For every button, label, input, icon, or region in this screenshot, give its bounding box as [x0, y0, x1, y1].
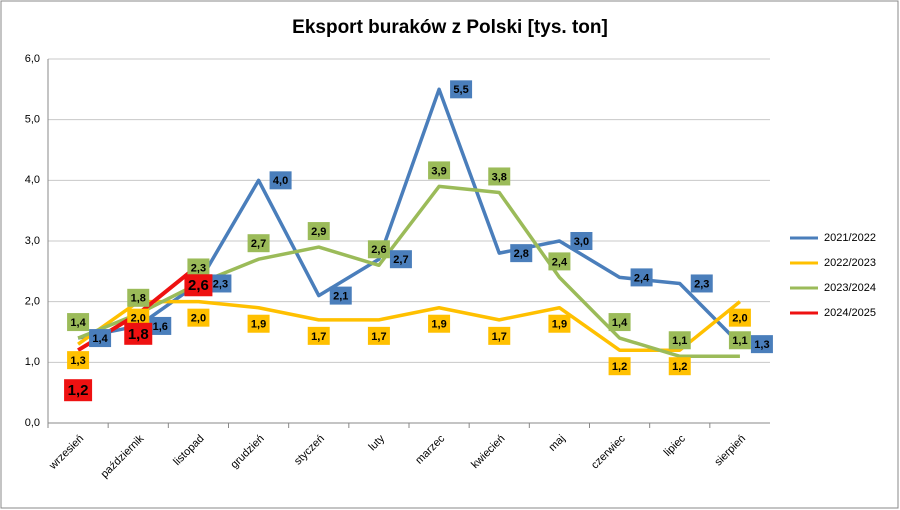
value-label: 2,4: [634, 272, 650, 284]
legend-label: 2023/2024: [824, 282, 876, 294]
value-label: 1,7: [492, 331, 507, 343]
value-label-box: [367, 326, 390, 345]
value-label: 1,9: [431, 319, 446, 331]
y-tick-label: 4,0: [25, 174, 40, 186]
value-label-box: [630, 268, 653, 287]
y-tick-label: 2,0: [25, 296, 40, 308]
value-label-box: [750, 335, 773, 354]
value-label: 1,9: [251, 319, 266, 331]
value-label-box: [668, 331, 691, 350]
value-label-box: [389, 250, 412, 269]
value-label: 1,2: [68, 382, 89, 399]
value-label: 2,1: [333, 291, 348, 303]
value-label: 2,0: [131, 313, 146, 325]
value-label: 1,9: [552, 319, 567, 331]
value-label-box: [728, 308, 751, 327]
value-label: 2,6: [188, 277, 209, 294]
legend-label: 2024/2025: [824, 307, 876, 319]
value-label: 3,0: [574, 236, 589, 248]
value-label-box: [367, 240, 390, 259]
value-label-box: [67, 313, 90, 332]
value-label: 1,4: [612, 317, 628, 329]
value-label: 1,7: [371, 331, 386, 343]
value-label-box: [307, 222, 330, 241]
value-label-box: [570, 232, 593, 250]
value-label-box: [187, 258, 210, 277]
value-label: 1,4: [92, 333, 108, 345]
y-tick-label: 6,0: [25, 53, 40, 65]
value-label: 1,8: [128, 326, 149, 343]
value-label: 2,7: [251, 238, 266, 250]
value-label-box: [608, 357, 631, 376]
value-label: 2,0: [191, 313, 206, 325]
value-label-box: [668, 357, 691, 376]
value-label-box: [450, 80, 473, 99]
value-label-box: [127, 308, 150, 327]
value-label-box: [329, 286, 352, 305]
value-label-box: [307, 326, 330, 345]
value-label-box: [548, 314, 571, 333]
value-label-box: [428, 314, 451, 333]
value-label: 1,3: [70, 355, 85, 367]
value-label: 2,9: [311, 226, 326, 238]
value-label: 2,8: [514, 248, 529, 260]
value-label-box: [187, 308, 210, 327]
value-label-box: [149, 316, 172, 335]
legend-label: 2022/2023: [824, 257, 876, 269]
value-label: 1,8: [131, 293, 146, 305]
value-label: 4,0: [273, 175, 288, 187]
value-label: 2,3: [191, 262, 206, 274]
value-label-box: [510, 244, 533, 263]
value-label-box: [127, 288, 150, 307]
value-label-box: [64, 379, 93, 402]
value-label: 1,1: [672, 335, 687, 347]
chart-title: Eksport buraków z Polski [tys. ton]: [292, 17, 608, 38]
value-label: 1,3: [754, 339, 769, 351]
value-label-box: [728, 331, 751, 350]
value-label: 3,8: [492, 171, 507, 183]
value-label-box: [488, 326, 511, 345]
value-label: 1,2: [672, 361, 687, 373]
value-label-box: [428, 161, 451, 180]
value-label: 3,9: [431, 165, 446, 177]
y-tick-label: 0,0: [25, 417, 40, 429]
value-label: 1,6: [153, 321, 168, 333]
value-label-box: [247, 234, 270, 253]
value-label: 2,3: [694, 278, 709, 290]
y-tick-label: 1,0: [25, 356, 40, 368]
value-label-box: [247, 314, 270, 333]
value-label: 1,7: [311, 331, 326, 343]
value-label: 2,3: [213, 278, 228, 290]
y-tick-label: 3,0: [25, 235, 40, 247]
value-label-box: [690, 274, 713, 293]
value-label-box: [548, 252, 571, 271]
value-label-box: [488, 167, 511, 186]
value-label: 2,6: [371, 244, 386, 256]
value-label-box: [608, 313, 631, 332]
series-line: [77, 299, 742, 352]
value-label-box: [89, 329, 112, 348]
value-label: 2,7: [393, 254, 408, 266]
value-label: 1,4: [70, 317, 86, 329]
value-label: 2,0: [732, 313, 747, 325]
value-label: 1,1: [732, 335, 747, 347]
value-label: 1,2: [612, 361, 627, 373]
legend-label: 2021/2022: [824, 232, 876, 244]
value-label-box: [184, 274, 213, 297]
value-label-box: [67, 351, 90, 370]
value-label-box: [209, 274, 232, 293]
value-label: 5,5: [453, 84, 468, 96]
value-label-box: [124, 322, 153, 345]
y-tick-label: 5,0: [25, 114, 40, 126]
value-label: 2,4: [552, 256, 568, 268]
value-label-box: [269, 171, 292, 190]
